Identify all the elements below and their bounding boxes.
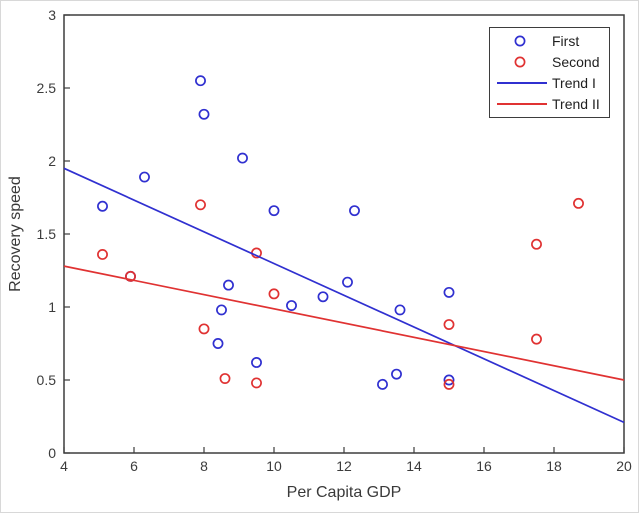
scatter-point-first — [349, 205, 360, 217]
x-tick-label: 12 — [336, 458, 352, 474]
y-tick-label: 0 — [48, 445, 56, 461]
scatter-point-second — [251, 377, 262, 389]
legend-label: Trend I — [552, 74, 596, 91]
x-tick-label: 20 — [616, 458, 632, 474]
legend-circle-marker-icon — [490, 52, 550, 72]
scatter-point-first — [216, 304, 227, 316]
y-tick-label: 2 — [48, 153, 56, 169]
scatter-point-second — [531, 238, 542, 250]
x-tick-label: 18 — [546, 458, 562, 474]
scatter-point-first — [317, 291, 329, 303]
legend: First Second Trend I Trend II — [489, 27, 610, 118]
scatter-point-first — [198, 108, 210, 120]
legend-label: First — [552, 33, 580, 50]
scatter-point-second — [443, 378, 455, 390]
trend-line-trend-i — [63, 167, 625, 424]
scatter-point-first — [251, 357, 262, 368]
scatter-point-second — [531, 333, 542, 345]
y-tick-label: 1 — [48, 299, 56, 315]
scatter-point-first — [443, 286, 455, 298]
scatter-point-first — [391, 368, 402, 380]
legend-line-swatch-icon — [490, 94, 550, 114]
legend-line — [497, 102, 547, 105]
scatter-point-first — [342, 276, 353, 288]
scatter-point-first — [139, 171, 150, 183]
scatter-point-first — [443, 374, 455, 386]
y-tick-label: 3 — [48, 7, 56, 23]
x-tick-label: 14 — [406, 458, 422, 474]
scatter-point-first — [268, 205, 280, 217]
scatter-point-first — [286, 300, 297, 311]
scatter-point-first — [237, 152, 248, 164]
scatter-point-second — [198, 323, 210, 335]
scatter-point-first — [97, 200, 108, 212]
y-axis-label: Recovery speed — [7, 176, 24, 292]
legend-item-second: Second — [490, 52, 609, 72]
legend-label: Trend II — [552, 95, 600, 112]
legend-item-trend-i: Trend I — [490, 73, 609, 93]
x-tick-label: 10 — [266, 458, 282, 474]
scatter-point-second — [97, 248, 108, 260]
x-tick-label: 4 — [60, 458, 68, 474]
scatter-point-first — [212, 338, 224, 349]
y-tick-label: 0.5 — [37, 372, 57, 388]
y-tick-label: 1.5 — [37, 226, 57, 242]
y-tick-label: 2.5 — [37, 80, 57, 96]
x-axis-label: Per Capita GDP — [286, 484, 402, 501]
legend-line-swatch-icon — [490, 73, 550, 93]
scatter-point-second — [219, 373, 231, 384]
x-tick-label: 16 — [476, 458, 492, 474]
x-tick-label: 8 — [200, 458, 208, 474]
legend-label: Second — [552, 54, 600, 71]
legend-item-trend-ii: Trend II — [490, 94, 609, 114]
scatter-point-second — [443, 319, 455, 330]
scatter-point-second — [268, 288, 280, 300]
legend-line — [497, 81, 547, 84]
legend-item-first: First — [490, 31, 609, 51]
scatter-point-second — [125, 270, 136, 282]
legend-circle-marker-icon — [490, 31, 550, 51]
trend-line-trend-ii — [63, 265, 625, 381]
x-tick-label: 6 — [130, 458, 138, 474]
scatter-point-second — [573, 197, 584, 209]
scatter-point-first — [394, 304, 406, 316]
scatter-point-first — [195, 75, 206, 87]
scatter-point-first — [377, 378, 388, 390]
scatter-point-second — [195, 199, 206, 211]
scatter-point-first — [223, 279, 234, 291]
